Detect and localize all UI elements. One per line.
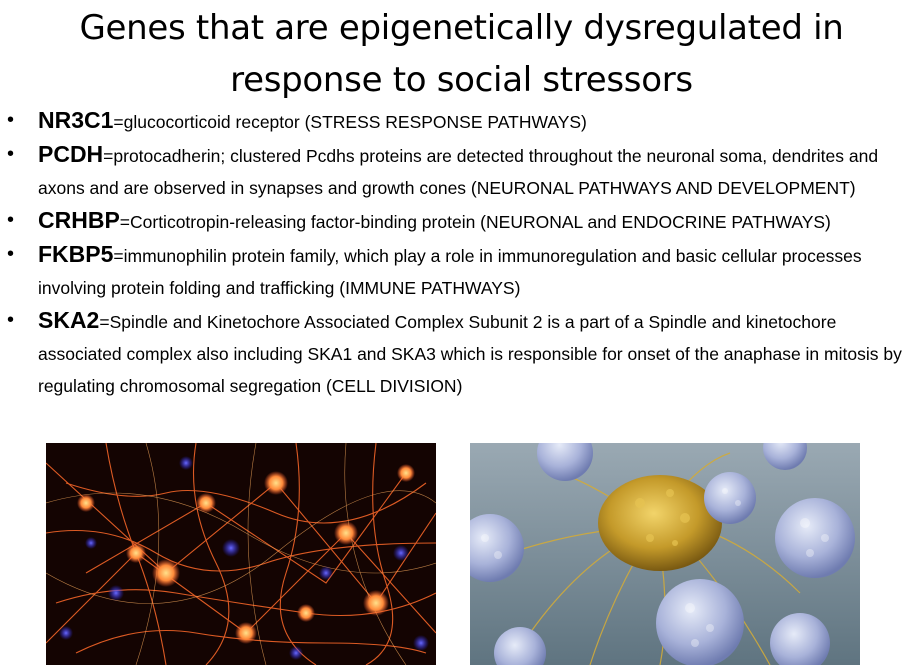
gene-name: FKBP5 (38, 241, 114, 267)
gene-bullet-list: • NR3C1=glucocorticoid receptor (STRESS … (0, 104, 923, 402)
title-line-1: Genes that are epigenetically dysregulat… (79, 8, 844, 48)
gene-description: =Spindle and Kinetochore Associated Comp… (38, 312, 902, 396)
bullet-nr3c1: • NR3C1=glucocorticoid receptor (STRESS … (0, 104, 923, 138)
bullet-dot-icon: • (7, 109, 15, 131)
slide-title: Genes that are epigenetically dysregulat… (0, 2, 923, 106)
bullet-ska2: • SKA2=Spindle and Kinetochore Associate… (0, 304, 923, 402)
gene-name: SKA2 (38, 307, 100, 333)
bullet-crhbp: • CRHBP=Corticotropin-releasing factor-b… (0, 204, 923, 238)
gene-description: =protocadherin; clustered Pcdhs proteins… (38, 146, 879, 198)
bullet-dot-icon: • (7, 309, 15, 331)
bullet-dot-icon: • (7, 209, 15, 231)
bullet-dot-icon: • (7, 243, 15, 265)
gene-name: PCDH (38, 141, 104, 167)
bullet-dot-icon: • (7, 143, 15, 165)
title-line-2: response to social stressors (230, 60, 693, 100)
gene-description: =immunophilin protein family, which play… (38, 246, 862, 298)
gene-name: NR3C1 (38, 107, 114, 133)
bullet-pcdh: • PCDH=protocadherin; clustered Pcdhs pr… (0, 138, 923, 204)
immune-cells-icon (470, 443, 860, 665)
gene-description: =Corticotropin-releasing factor-binding … (119, 212, 831, 232)
bullet-fkbp5: • FKBP5=immunophilin protein family, whi… (0, 238, 923, 304)
gene-description: =glucocorticoid receptor (STRESS RESPONS… (113, 112, 587, 132)
gene-name: CRHBP (38, 207, 120, 233)
image-row (0, 443, 923, 665)
neuron-network-icon (46, 443, 436, 665)
